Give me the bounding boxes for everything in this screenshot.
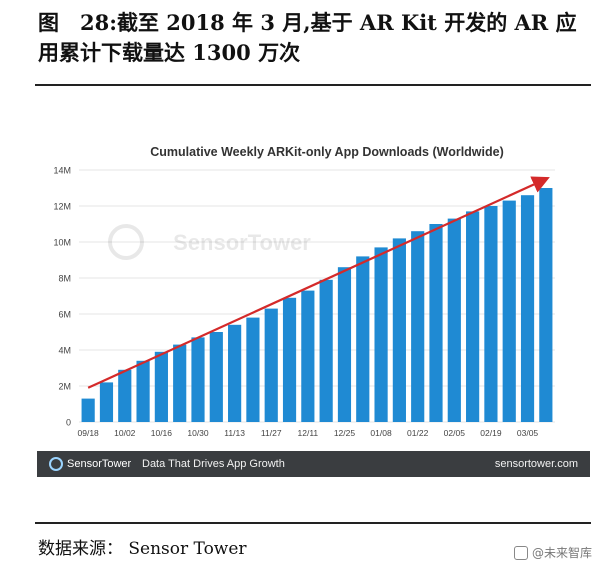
bar: [154, 351, 168, 422]
footer-site: sensortower.com: [494, 458, 578, 470]
bar: [301, 290, 315, 422]
bottom-rule: [35, 522, 591, 524]
x-tick-label: 10/02: [114, 428, 136, 438]
chart-footer-bar: SensorTower Data That Drives App Growth …: [37, 451, 590, 477]
x-tick-label: 11/13: [224, 428, 245, 438]
chart-area: Cumulative Weekly ARKit-only App Downloa…: [37, 134, 590, 476]
x-tick-label: 11/27: [261, 428, 282, 438]
sensortower-logo: SensorTower: [49, 457, 131, 471]
x-tick-label: 10/30: [187, 428, 209, 438]
bar: [228, 324, 242, 422]
bar: [392, 238, 406, 422]
watermark-logo-icon: [108, 224, 144, 260]
bar: [282, 297, 297, 422]
bar: [356, 256, 370, 422]
bar: [411, 231, 425, 422]
x-tick-label: 12/25: [334, 428, 356, 438]
bar: [374, 247, 388, 422]
x-tick-label: 03/05: [517, 428, 539, 438]
bar: [99, 382, 114, 422]
bar: [539, 188, 553, 422]
chart-title: Cumulative Weekly ARKit-only App Downloa…: [150, 145, 504, 159]
bar: [173, 344, 187, 422]
y-tick-label: 10M: [53, 238, 71, 248]
bar: [118, 369, 132, 422]
watermark-icon: [513, 545, 528, 560]
bar: [81, 398, 95, 422]
bar: [447, 218, 461, 422]
y-tick-label: 6M: [58, 310, 71, 320]
sensortower-watermark: SensorTower: [173, 230, 311, 255]
corner-watermark: @未来智库: [513, 544, 592, 561]
bar: [319, 279, 333, 422]
bar: [136, 360, 150, 422]
sensortower-logo-icon: [49, 457, 63, 471]
figure-title: 图 28:截至 2018 年 3 月,基于 AR Kit 开发的 AR 应用累计…: [38, 10, 577, 65]
bar: [484, 206, 498, 422]
trend-line: [87, 176, 550, 389]
x-tick-label: 01/08: [370, 428, 392, 438]
x-tick-label: 02/05: [444, 428, 466, 438]
bar: [520, 195, 535, 422]
bar: [337, 267, 352, 422]
x-tick-label: 10/16: [151, 428, 173, 438]
footer-tagline: Data That Drives App Growth: [142, 458, 285, 470]
bar: [209, 332, 223, 422]
y-tick-label: 12M: [53, 202, 71, 212]
x-tick-label: 12/11: [298, 428, 319, 438]
top-rule: [35, 84, 591, 86]
y-tick-label: 8M: [58, 274, 71, 284]
y-tick-label: 0: [66, 418, 71, 428]
y-tick-label: 4M: [58, 346, 71, 356]
y-tick-label: 14M: [53, 166, 71, 176]
x-tick-label: 02/19: [480, 428, 502, 438]
bar: [502, 200, 516, 422]
x-tick-label: 01/22: [407, 428, 429, 438]
footer-logo-text: SensorTower: [67, 458, 132, 470]
bar: [246, 317, 260, 422]
bar: [429, 224, 443, 422]
x-tick-label: 09/18: [78, 428, 100, 438]
bar: [264, 308, 278, 422]
y-tick-label: 2M: [58, 382, 71, 392]
source-note: 数据来源： Sensor Tower: [38, 539, 247, 559]
bar: [466, 211, 480, 422]
corner-watermark-text: @未来智库: [531, 546, 592, 560]
downloads-chart: Cumulative Weekly ARKit-only App Downloa…: [53, 145, 555, 438]
bar: [191, 337, 205, 422]
